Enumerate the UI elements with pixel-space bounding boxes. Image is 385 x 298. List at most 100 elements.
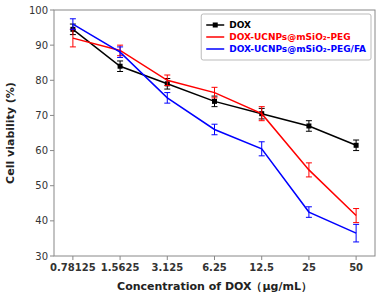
error-cap [259,155,265,156]
error-stem [167,93,168,104]
x-tick-label: 6.25 [202,262,227,273]
error-bar [117,61,123,72]
error-cap [117,71,123,72]
error-bar [259,142,265,156]
y-tick-label: 80 [35,75,48,86]
error-stem [167,75,168,86]
chart: 304050607080901000.781251.56253.1256.251… [0,0,385,298]
error-cap [212,87,218,88]
marker [118,64,123,69]
y-tick-label: 30 [35,251,48,262]
error-stem [308,163,309,177]
error-cap [117,60,123,61]
y-tick [50,185,54,186]
error-cap [259,106,265,107]
error-cap [117,46,123,47]
y-tick [50,150,54,151]
error-stem [214,124,215,135]
error-cap [164,103,170,104]
error-stem [120,47,121,58]
y-tick [50,115,54,116]
error-bar [306,121,312,132]
error-cap [212,134,218,135]
error-stem [261,142,262,156]
y-tick-label: 100 [29,5,48,16]
error-cap [212,97,218,98]
error-bar [70,19,76,30]
error-cap [306,206,312,207]
error-bar [212,124,218,135]
error-cap [306,162,312,163]
legend-label: DOX [229,20,251,30]
y-tick-label: 60 [35,145,48,156]
marker [354,143,359,148]
error-bar [353,224,359,242]
error-cap [117,45,123,46]
x-tick-label: 1.5625 [101,262,140,273]
error-bar [353,140,359,151]
error-bar [212,96,218,107]
error-cap [70,46,76,47]
error-cap [117,57,123,58]
error-cap [212,124,218,125]
error-cap [353,222,359,223]
error-bar [306,207,312,218]
x-tick [261,256,262,260]
y-tick [50,220,54,221]
x-tick-label: 12.5 [249,262,274,273]
error-bar [212,87,218,98]
error-cap [70,29,76,30]
y-tick [50,256,54,257]
y-tick-label: 50 [35,180,48,191]
error-bar [117,47,123,58]
x-tick [167,256,168,260]
error-bar [353,209,359,223]
y-tick [50,10,54,11]
x-axis: 0.781251.56253.1256.2512.52550 [50,256,363,273]
error-cap [306,217,312,218]
y-tick [50,45,54,46]
x-tick [120,256,121,260]
error-stem [356,224,357,242]
x-tick [356,256,357,260]
error-bar [70,29,76,47]
error-cap [164,85,170,86]
legend-swatch [206,48,224,50]
marker [306,123,311,128]
y-tick-label: 70 [35,110,48,121]
error-bar [306,163,312,177]
error-bar [164,75,170,86]
x-tick [72,256,73,260]
plot-frame [54,10,375,256]
error-stem [72,29,73,47]
legend-label: DOX-UCNPs@mSiO₂-PEG/FA [229,44,366,54]
error-cap [353,150,359,151]
error-cap [353,241,359,242]
error-cap [306,131,312,132]
legend-box [201,14,371,60]
error-bar [164,93,170,104]
error-bar [259,107,265,121]
y-tick-label: 40 [35,215,48,226]
error-cap [306,120,312,121]
x-tick-label: 25 [302,262,316,273]
y-axis-label: Cell viability (%) [4,82,17,184]
marker [212,99,217,104]
x-tick [308,256,309,260]
error-cap [259,120,265,121]
error-cap [164,89,170,90]
error-stem [356,209,357,223]
series-line [73,38,356,215]
error-cap [70,29,76,30]
error-cap [70,18,76,19]
legend-marker [213,23,218,28]
error-stem [308,207,309,218]
legend-swatch [206,36,224,38]
x-tick-label: 3.125 [151,262,183,273]
y-tick-label: 90 [35,40,48,51]
error-stem [214,87,215,98]
error-cap [353,208,359,209]
error-stem [261,107,262,121]
error-cap [164,75,170,76]
error-cap [353,140,359,141]
